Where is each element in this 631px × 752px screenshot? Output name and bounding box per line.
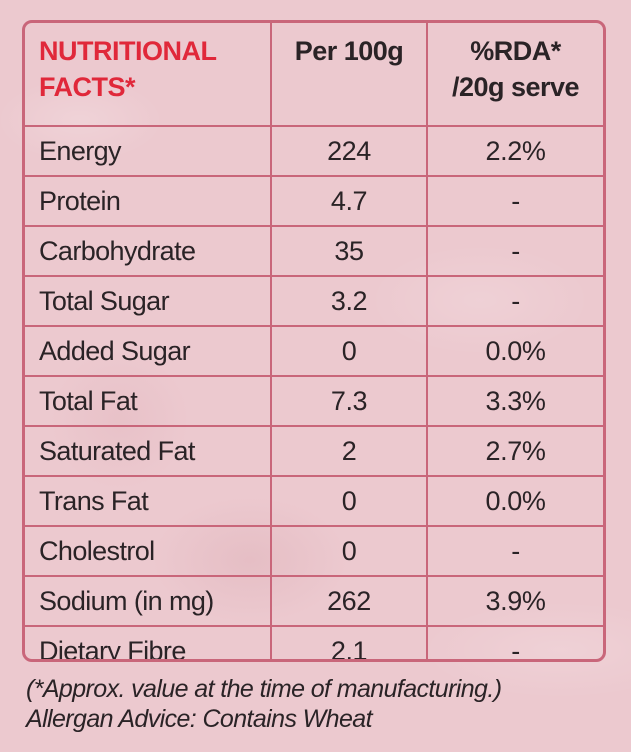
rda-value: 3.9%: [426, 575, 603, 627]
rda-value: 2.2%: [426, 125, 603, 177]
table-row: Total Fat 7.3 3.3%: [25, 375, 603, 427]
per-100g-value: 224: [270, 125, 428, 177]
table-row: Protein 4.7-: [25, 175, 603, 227]
rda-value: -: [426, 225, 603, 277]
table-row: Total Sugar 3.2-: [25, 275, 603, 327]
header-title-line-1: NUTRITIONAL: [39, 36, 217, 66]
rda-value: 3.3%: [426, 375, 603, 427]
rda-value: -: [426, 625, 603, 659]
nutrient-name: Total Sugar: [25, 275, 272, 327]
footnote: (*Approx. value at the time of manufactu…: [26, 674, 502, 734]
per-100g-value: 262: [270, 575, 428, 627]
per-100g-value: 3.2: [270, 275, 428, 327]
per-100g-value: 35: [270, 225, 428, 277]
nutrient-name: Energy: [25, 125, 272, 177]
header-nutritional-facts: NUTRITIONAL FACTS*: [25, 23, 272, 127]
nutrient-name: Cholestrol: [25, 525, 272, 577]
table-row: Saturated Fat 2 2.7%: [25, 425, 603, 477]
per-100g-value: 4.7: [270, 175, 428, 227]
table-row: Dietary Fibre 2.1-: [25, 625, 603, 659]
table-row: Carbohydrate 35-: [25, 225, 603, 277]
nutrient-name: Carbohydrate: [25, 225, 272, 277]
table-row: Trans Fat 0 0.0%: [25, 475, 603, 527]
per-100g-value: 2.1: [270, 625, 428, 659]
header-title-line-2: FACTS*: [39, 72, 136, 102]
nutrient-name: Added Sugar: [25, 325, 272, 377]
rda-value: 2.7%: [426, 425, 603, 477]
per-100g-value: 0: [270, 325, 428, 377]
nutrition-table: NUTRITIONAL FACTS* Per 100g %RDA* /20g s…: [25, 23, 603, 659]
nutrition-table-frame: NUTRITIONAL FACTS* Per 100g %RDA* /20g s…: [22, 20, 606, 662]
per-100g-value: 0: [270, 475, 428, 527]
header-rda: %RDA* /20g serve: [426, 23, 603, 127]
table-row: Sodium (in mg) 262 3.9%: [25, 575, 603, 627]
nutrient-name: Saturated Fat: [25, 425, 272, 477]
table-row: Added Sugar 0 0.0%: [25, 325, 603, 377]
nutrient-name: Dietary Fibre: [25, 625, 272, 659]
table-row: Energy 224 2.2%: [25, 125, 603, 177]
table-header-row: NUTRITIONAL FACTS* Per 100g %RDA* /20g s…: [25, 23, 603, 127]
footnote-approx: (*Approx. value at the time of manufactu…: [26, 675, 502, 703]
rda-value: 0.0%: [426, 325, 603, 377]
header-per-100g: Per 100g: [270, 23, 428, 127]
rda-value: -: [426, 525, 603, 577]
table-row: Cholestrol 0-: [25, 525, 603, 577]
header-rda-line-1: %RDA*: [470, 36, 561, 66]
rda-value: 0.0%: [426, 475, 603, 527]
nutrient-name: Protein: [25, 175, 272, 227]
nutrient-name: Trans Fat: [25, 475, 272, 527]
per-100g-value: 7.3: [270, 375, 428, 427]
header-rda-line-2: /20g serve: [451, 72, 580, 102]
per-100g-value: 0: [270, 525, 428, 577]
rda-value: -: [426, 175, 603, 227]
nutrient-name: Total Fat: [25, 375, 272, 427]
per-100g-value: 2: [270, 425, 428, 477]
footnote-allergen: Allergan Advice: Contains Wheat: [26, 705, 373, 733]
rda-value: -: [426, 275, 603, 327]
nutrient-name: Sodium (in mg): [25, 575, 272, 627]
